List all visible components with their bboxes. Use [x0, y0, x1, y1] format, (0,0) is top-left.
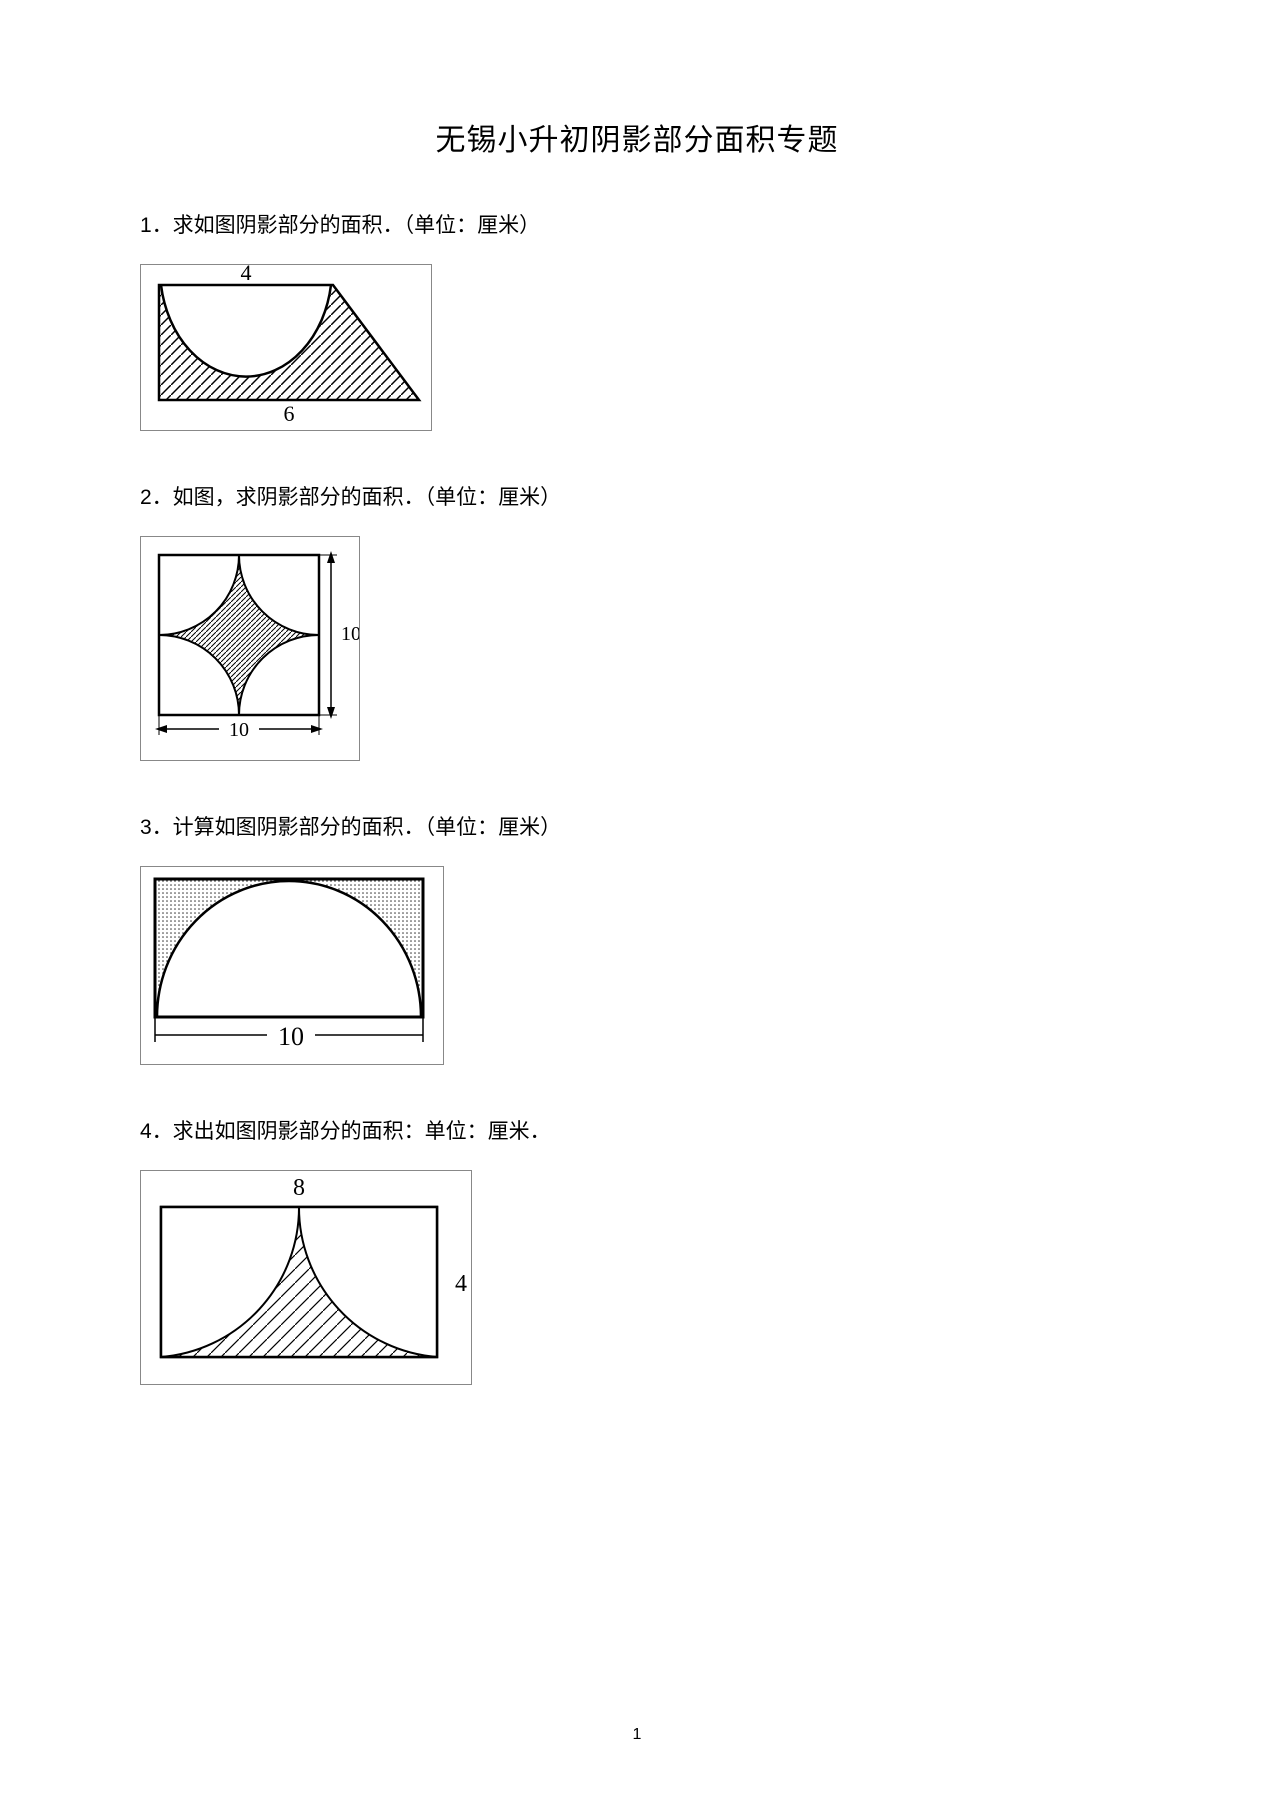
problem-4-figure: 8 4: [140, 1170, 472, 1385]
problem-number: 1: [140, 214, 152, 237]
problem-body: ．求如图阴影部分的面积．（单位：厘米）: [152, 213, 541, 237]
problem-4-text: 4．求出如图阴影部分的面积：单位：厘米．: [140, 1115, 1140, 1145]
fig3-label: 10: [278, 1022, 304, 1051]
problem-number: 2: [140, 486, 152, 509]
problem-3-text: 3．计算如图阴影部分的面积．（单位：厘米）: [140, 811, 1140, 841]
content-area: 1．求如图阴影部分的面积．（单位：厘米）: [140, 209, 1140, 1405]
document-title: 无锡小升初阴影部分面积专题: [0, 115, 1274, 159]
fig2-bottom-label: 10: [229, 719, 249, 741]
problem-1-figure: 4 6: [140, 264, 432, 431]
problem-2-figure: 10 10: [140, 536, 360, 761]
problem-body: ．求出如图阴影部分的面积：单位：厘米．: [152, 1119, 551, 1143]
fig1-top-label: 4: [241, 265, 252, 285]
page-container: 无锡小升初阴影部分面积专题 1．求如图阴影部分的面积．（单位：厘米）: [0, 0, 1274, 1804]
problem-3-figure: 10: [140, 866, 444, 1065]
fig2-right-label: 10: [341, 623, 359, 645]
problem-2-text: 2．如图，求阴影部分的面积．（单位：厘米）: [140, 481, 1140, 511]
fig1-bottom-label: 6: [284, 401, 295, 425]
problem-body: ．计算如图阴影部分的面积．（单位：厘米）: [152, 815, 562, 839]
fig4-top-label: 8: [293, 1175, 305, 1201]
problem-number: 4: [140, 1120, 152, 1143]
fig4-right-label: 4: [455, 1271, 467, 1297]
problem-number: 3: [140, 816, 152, 839]
page-number: 1: [0, 1726, 1274, 1744]
problem-1-text: 1．求如图阴影部分的面积．（单位：厘米）: [140, 209, 1140, 239]
problem-body: ．如图，求阴影部分的面积．（单位：厘米）: [152, 485, 562, 509]
